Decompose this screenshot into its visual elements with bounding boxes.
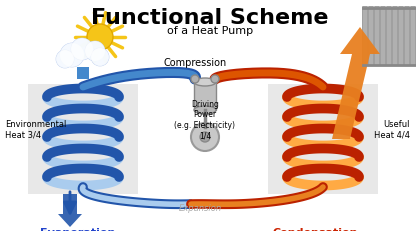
Polygon shape [58,194,82,227]
Circle shape [56,51,74,69]
Text: Condensation: Condensation [272,227,358,231]
FancyBboxPatch shape [411,7,416,66]
FancyBboxPatch shape [386,7,391,66]
Text: Useful
Heat 4/4: Useful Heat 4/4 [374,120,410,139]
Text: Compression: Compression [163,58,227,68]
FancyArrow shape [77,68,89,80]
Circle shape [85,42,105,62]
Text: Driving
Power
(e.g. Electricity)
1/4: Driving Power (e.g. Electricity) 1/4 [174,100,235,140]
Circle shape [60,44,84,68]
Text: Evaporation: Evaporation [40,227,116,231]
FancyBboxPatch shape [399,7,404,66]
Circle shape [85,42,105,62]
Text: Functional Scheme: Functional Scheme [91,8,329,28]
FancyBboxPatch shape [369,7,374,66]
Circle shape [56,51,74,69]
Circle shape [200,132,210,142]
FancyBboxPatch shape [381,7,386,66]
FancyBboxPatch shape [362,7,367,66]
Text: Expansion: Expansion [178,203,222,212]
Circle shape [191,76,199,84]
FancyBboxPatch shape [404,7,409,66]
Ellipse shape [194,79,216,87]
Circle shape [71,39,93,61]
Circle shape [211,76,219,84]
Circle shape [87,25,113,51]
FancyBboxPatch shape [393,7,398,66]
Ellipse shape [194,106,216,115]
FancyBboxPatch shape [374,7,379,66]
Polygon shape [332,28,380,139]
Text: Environmental
Heat 3/4: Environmental Heat 3/4 [5,120,67,139]
FancyBboxPatch shape [194,83,216,110]
Circle shape [60,44,84,68]
Circle shape [91,49,109,67]
Circle shape [191,123,219,151]
Text: of a Heat Pump: of a Heat Pump [167,26,253,36]
Circle shape [91,49,109,67]
Circle shape [71,39,93,61]
FancyBboxPatch shape [268,85,378,194]
FancyBboxPatch shape [28,85,138,194]
